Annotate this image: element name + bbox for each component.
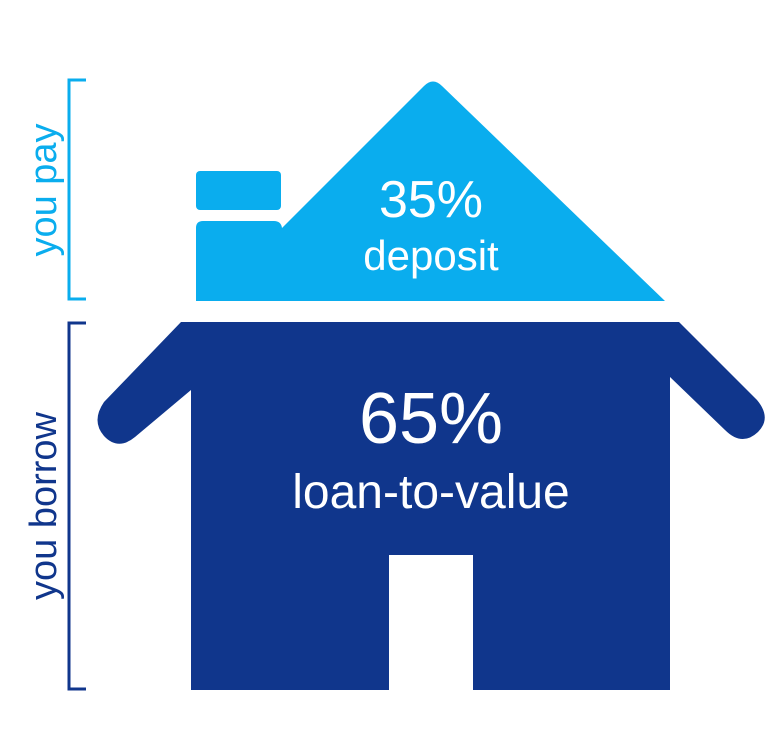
loan-label: loan-to-value xyxy=(292,466,570,519)
deposit-percent: 35% xyxy=(379,171,483,229)
loan-percent: 65% xyxy=(359,379,503,459)
you-borrow-label: you borrow xyxy=(23,411,65,600)
house-body-loan xyxy=(97,322,765,690)
chimney-top xyxy=(196,171,281,210)
roof-shape xyxy=(196,81,665,301)
roof-deposit xyxy=(196,81,665,301)
you-pay-bracket xyxy=(67,78,86,301)
you-borrow-bracket xyxy=(67,321,86,691)
deposit-label: deposit xyxy=(363,232,499,279)
you-pay-label: you pay xyxy=(23,123,65,256)
